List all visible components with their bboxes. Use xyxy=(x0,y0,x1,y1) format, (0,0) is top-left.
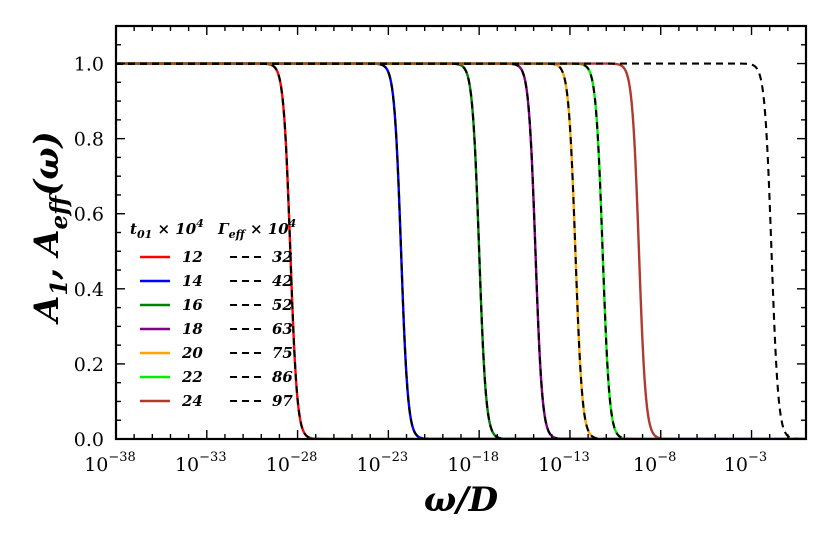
x-tick-label: 10−33 xyxy=(175,450,227,476)
legend-value-t01: 20 xyxy=(181,344,203,362)
legend-value-gamma: 75 xyxy=(272,344,293,362)
y-tick-label: 0.8 xyxy=(74,129,104,151)
y-axis-title: A1, Aeff(ω) xyxy=(27,131,73,325)
legend-value-t01: 14 xyxy=(182,272,203,290)
x-tick-label: 10−3 xyxy=(724,450,767,476)
legend-value-t01: 24 xyxy=(181,392,203,410)
y-tick-label: 0.4 xyxy=(74,279,104,301)
curves-group xyxy=(116,62,806,439)
y-tick-label: 0.2 xyxy=(74,354,104,376)
x-tick-label: 10−23 xyxy=(357,450,409,476)
x-tick-label: 10−28 xyxy=(266,450,318,476)
legend-value-t01: 12 xyxy=(182,248,203,266)
legend-header-gamma: Γeff × 104 xyxy=(217,217,296,241)
tick-labels-group: 10−38 10−33 10−28 10−23 10−18 10−13 10−8 10−3 0.… xyxy=(74,54,767,476)
y-tick-label: 0.6 xyxy=(74,204,104,226)
legend-value-gamma: 52 xyxy=(272,296,293,314)
ticks-group xyxy=(115,25,807,440)
legend-value-gamma: 97 xyxy=(272,392,293,410)
y-tick-label: 1.0 xyxy=(74,54,104,76)
x-axis-title: ω/D xyxy=(424,480,499,520)
legend-value-t01: 22 xyxy=(181,368,203,386)
legend-value-gamma: 86 xyxy=(272,368,293,386)
legend-value-t01: 16 xyxy=(182,296,203,314)
x-tick-label: 10−18 xyxy=(447,450,499,476)
legend-value-gamma: 32 xyxy=(272,248,293,266)
y-tick-label: 0.0 xyxy=(74,429,104,451)
legend-rows: 12 32 14 42 16 52 18 63 20 75 22 86 24 97 xyxy=(140,248,293,410)
legend-value-t01: 18 xyxy=(182,320,203,338)
legend: t01 × 104 Γeff × 104 12 32 14 42 16 52 18 63 20 7… xyxy=(130,217,296,410)
series-line-dashed-13 xyxy=(116,62,806,439)
x-tick-label: 10−38 xyxy=(84,450,136,476)
plot-background xyxy=(116,26,806,439)
legend-header-t01: t01 × 104 xyxy=(130,217,204,241)
legend-value-gamma: 42 xyxy=(272,272,293,290)
legend-value-gamma: 63 xyxy=(272,320,293,338)
x-tick-label: 10−8 xyxy=(633,450,676,476)
x-tick-label: 10−13 xyxy=(538,450,590,476)
